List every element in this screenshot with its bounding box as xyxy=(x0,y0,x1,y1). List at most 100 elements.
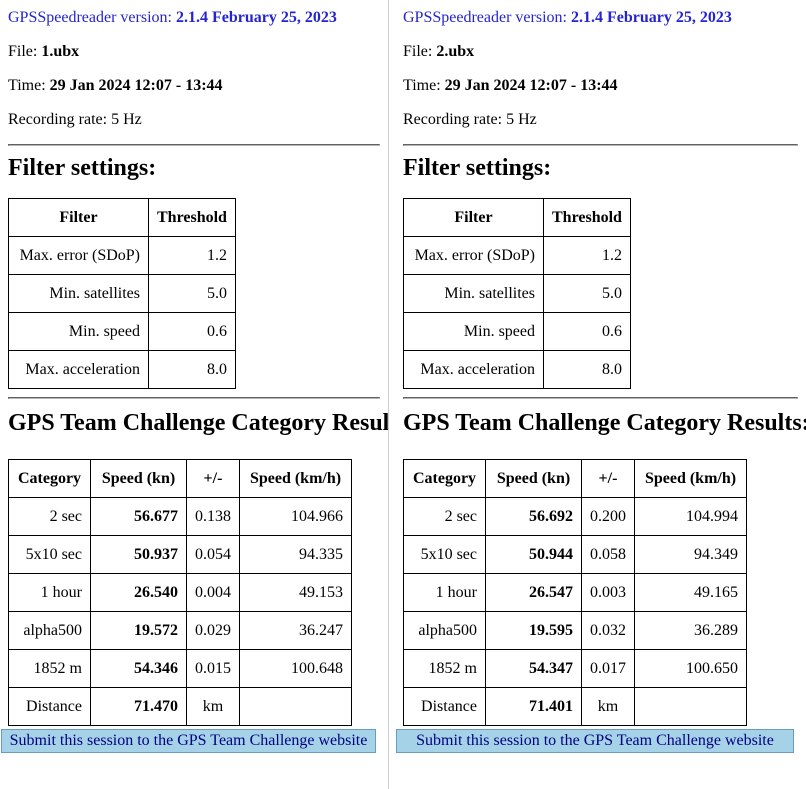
table-row: 1852 m 54.347 0.017 100.650 xyxy=(403,649,747,688)
table-row: alpha500 19.595 0.032 36.289 xyxy=(403,611,747,650)
table-row: Min. speed 0.6 xyxy=(8,312,236,351)
plus-minus-cell: 0.032 xyxy=(581,611,635,650)
horizontal-rule xyxy=(403,144,798,146)
speed-kn-column-header: Speed (kn) xyxy=(90,459,187,498)
plus-minus-column-header: +/- xyxy=(581,459,635,498)
plus-minus-cell: 0.029 xyxy=(186,611,240,650)
plus-minus-column-header: +/- xyxy=(186,459,240,498)
filter-table: Filter Threshold Max. error (SDoP) 1.2 M… xyxy=(403,198,631,389)
speed-kmh-cell: 94.335 xyxy=(239,535,352,574)
table-row: 5x10 sec 50.944 0.058 94.349 xyxy=(403,535,747,574)
plus-minus-cell: 0.138 xyxy=(186,497,240,536)
results-heading: GPS Team Challenge Category Results: xyxy=(403,410,806,436)
category-cell: 1852 m xyxy=(8,649,91,688)
speed-kmh-cell: 104.966 xyxy=(239,497,352,536)
file-name: 2.ubx xyxy=(436,43,475,60)
category-cell: 5x10 sec xyxy=(8,535,91,574)
distance-value-cell: 71.401 xyxy=(485,687,582,726)
plus-minus-cell: 0.017 xyxy=(581,649,635,688)
threshold-column-header: Threshold xyxy=(543,198,631,237)
filter-name-cell: Max. error (SDoP) xyxy=(8,236,149,275)
horizontal-rule xyxy=(8,144,380,146)
table-row: Min. satellites 5.0 xyxy=(403,274,631,313)
filter-value-cell: 0.6 xyxy=(148,312,236,351)
filter-value-cell: 1.2 xyxy=(543,236,631,275)
filter-value-cell: 0.6 xyxy=(543,312,631,351)
speed-kmh-cell: 36.289 xyxy=(634,611,747,650)
table-header-row: Category Speed (kn) +/- Speed (km/h) xyxy=(8,459,352,498)
app-title: GPSSpeedreader version: xyxy=(8,9,172,26)
speed-kn-cell: 56.692 xyxy=(485,497,582,536)
speed-kn-cell: 54.347 xyxy=(485,649,582,688)
category-cell: Distance xyxy=(8,687,91,726)
horizontal-rule xyxy=(403,397,798,399)
table-row: Min. satellites 5.0 xyxy=(8,274,236,313)
table-row: Distance 71.401 km xyxy=(403,687,747,726)
table-row: Max. error (SDoP) 1.2 xyxy=(8,236,236,275)
speed-kn-cell: 19.595 xyxy=(485,611,582,650)
distance-unit-cell: km xyxy=(186,687,240,726)
submit-session-link[interactable]: Submit this session to the GPS Team Chal… xyxy=(396,729,794,753)
app-title: GPSSpeedreader version: xyxy=(403,9,567,26)
category-cell: Distance xyxy=(403,687,486,726)
filter-name-cell: Min. satellites xyxy=(8,274,149,313)
table-row: 1 hour 26.547 0.003 49.165 xyxy=(403,573,747,612)
filter-name-cell: Min. speed xyxy=(8,312,149,351)
report-panel-right: GPSSpeedreader version: 2.1.4 February 25… xyxy=(395,0,806,789)
speed-kmh-cell: 94.349 xyxy=(634,535,747,574)
distance-unit-cell: km xyxy=(581,687,635,726)
table-row: Max. acceleration 8.0 xyxy=(8,350,236,389)
file-line: File: 2.ubx xyxy=(403,42,806,61)
table-row: Distance 71.470 km xyxy=(8,687,352,726)
recording-rate-line: Recording rate: 5 Hz xyxy=(403,111,537,128)
category-cell: 2 sec xyxy=(403,497,486,536)
file-label: File: xyxy=(403,43,433,60)
speed-kmh-cell: 100.648 xyxy=(239,649,352,688)
table-row: 1852 m 54.346 0.015 100.648 xyxy=(8,649,352,688)
speed-kmh-column-header: Speed (km/h) xyxy=(239,459,352,498)
horizontal-rule xyxy=(8,397,380,399)
plus-minus-cell: 0.058 xyxy=(581,535,635,574)
table-row: 1 hour 26.540 0.004 49.153 xyxy=(8,573,352,612)
speed-kmh-cell: 49.165 xyxy=(634,573,747,612)
filter-name-cell: Max. acceleration xyxy=(8,350,149,389)
plus-minus-cell: 0.004 xyxy=(186,573,240,612)
report-panel-left: GPSSpeedreader version: 2.1.4 February 25… xyxy=(0,0,389,789)
table-header-row: Category Speed (kn) +/- Speed (km/h) xyxy=(403,459,747,498)
speed-kn-cell: 26.540 xyxy=(90,573,187,612)
file-line: File: 1.ubx xyxy=(8,42,388,61)
threshold-column-header: Threshold xyxy=(148,198,236,237)
results-heading: GPS Team Challenge Category Results: xyxy=(8,410,389,436)
table-header-row: Filter Threshold xyxy=(403,198,631,237)
time-label: Time: xyxy=(8,77,46,94)
speed-kmh-cell: 36.247 xyxy=(239,611,352,650)
time-value: 29 Jan 2024 12:07 - 13:44 xyxy=(49,77,223,94)
app-version-line: GPSSpeedreader version: 2.1.4 February 25… xyxy=(8,8,388,27)
file-name: 1.ubx xyxy=(41,43,80,60)
category-cell: 1 hour xyxy=(403,573,486,612)
filter-settings-heading: Filter settings: xyxy=(8,155,157,181)
filter-value-cell: 5.0 xyxy=(543,274,631,313)
filter-name-cell: Min. satellites xyxy=(403,274,544,313)
filter-settings-heading: Filter settings: xyxy=(403,155,552,181)
speed-kn-cell: 50.937 xyxy=(90,535,187,574)
filter-name-cell: Max. acceleration xyxy=(403,350,544,389)
time-line: Time: 29 Jan 2024 12:07 - 13:44 xyxy=(8,76,388,95)
app-version-line: GPSSpeedreader version: 2.1.4 February 25… xyxy=(403,8,806,27)
filter-column-header: Filter xyxy=(8,198,149,237)
filter-table: Filter Threshold Max. error (SDoP) 1.2 M… xyxy=(8,198,236,389)
category-cell: alpha500 xyxy=(403,611,486,650)
table-row: 5x10 sec 50.937 0.054 94.335 xyxy=(8,535,352,574)
filter-name-cell: Min. speed xyxy=(403,312,544,351)
plus-minus-cell: 0.003 xyxy=(581,573,635,612)
distance-value-cell: 71.470 xyxy=(90,687,187,726)
time-line: Time: 29 Jan 2024 12:07 - 13:44 xyxy=(403,76,806,95)
speed-kn-cell: 50.944 xyxy=(485,535,582,574)
speed-kn-cell: 56.677 xyxy=(90,497,187,536)
time-value: 29 Jan 2024 12:07 - 13:44 xyxy=(444,77,618,94)
file-label: File: xyxy=(8,43,38,60)
table-row: alpha500 19.572 0.029 36.247 xyxy=(8,611,352,650)
submit-session-link[interactable]: Submit this session to the GPS Team Chal… xyxy=(1,729,376,753)
speed-kn-cell: 19.572 xyxy=(90,611,187,650)
